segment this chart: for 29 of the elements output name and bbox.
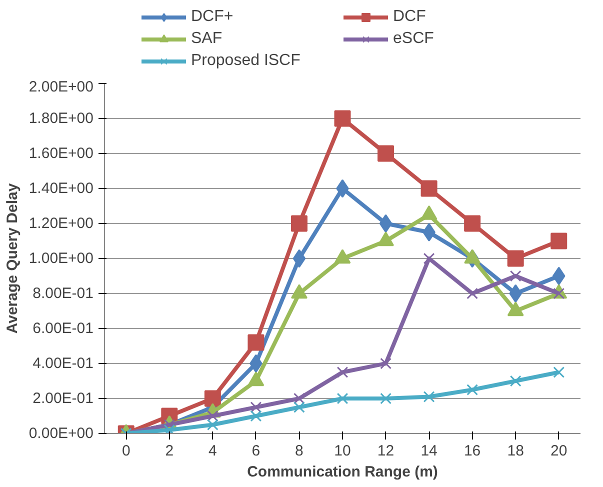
x-tick-label: 20 [550, 442, 568, 460]
legend-label: eSCF [393, 30, 435, 48]
legend-label: DCF [393, 8, 427, 26]
x-tick-label: 8 [295, 442, 304, 460]
y-tick-label: 6.00E-01 [32, 320, 94, 337]
x-tick-label: 0 [122, 442, 130, 460]
x-axis-title: Communication Range (m) [247, 464, 438, 480]
y-tick-label: 4.00E-01 [32, 355, 94, 372]
x-tick-label: 10 [334, 442, 351, 460]
y-tick-label: 1.60E+00 [28, 145, 94, 162]
legend-label: SAF [191, 30, 224, 48]
y-tick-label: 1.00E+00 [28, 250, 94, 267]
x-tick-label: 4 [208, 442, 217, 460]
x-tick-label: 12 [377, 442, 394, 460]
y-tick-label: 8.00E-01 [32, 285, 94, 302]
y-tick-label: 1.40E+00 [28, 180, 94, 197]
legend-label: Proposed ISCF [191, 52, 302, 70]
legend-label: DCF+ [191, 8, 234, 26]
y-tick-label: 2.00E+00 [28, 78, 94, 96]
y-tick-label: 0.00E+00 [28, 425, 94, 442]
x-tick-label: 6 [252, 442, 260, 460]
y-tick-label: 2.00E-01 [32, 390, 94, 407]
y-tick-label: 1.80E+00 [28, 110, 94, 127]
x-tick-label: 16 [464, 442, 481, 460]
x-tick-label: 14 [420, 442, 438, 460]
y-tick-label: 1.20E+00 [28, 215, 94, 232]
y-axis-title: Average Query Delay [4, 182, 21, 334]
x-tick-label: 18 [507, 442, 524, 460]
x-tick-label: 2 [165, 442, 174, 460]
